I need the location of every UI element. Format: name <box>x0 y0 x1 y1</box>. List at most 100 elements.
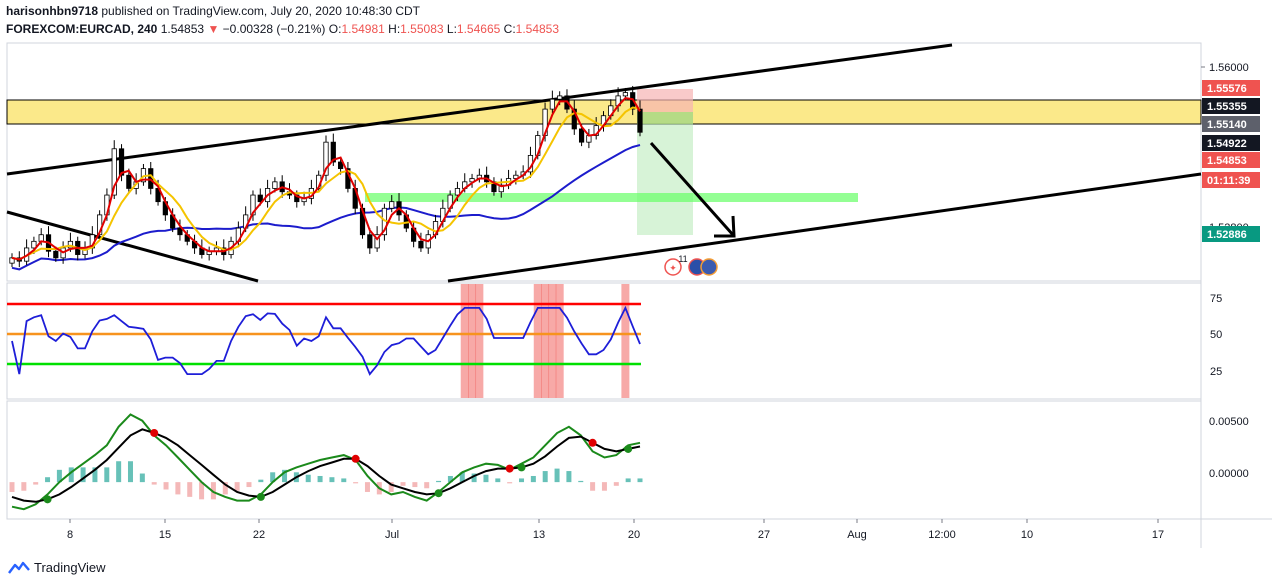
candle-body <box>323 141 329 176</box>
time-tick-label: 27 <box>758 529 770 541</box>
histogram-bar <box>305 474 311 483</box>
footer-brand[interactable]: TradingView <box>8 560 106 575</box>
macd-cross-dot <box>351 454 360 463</box>
upper-trendline[interactable] <box>6 43 953 176</box>
histogram-bar <box>104 467 110 483</box>
candle-body <box>622 92 628 97</box>
rsi-highlight-bar <box>460 284 469 398</box>
time-tick-label: 20 <box>628 529 640 541</box>
histogram-bar <box>9 482 15 492</box>
macd-tick-label: 0.00000 <box>1209 468 1249 480</box>
time-tick-label: 13 <box>533 529 545 541</box>
lower-trendline[interactable] <box>447 172 1202 283</box>
histogram-bar <box>222 482 228 495</box>
histogram-bar <box>234 482 240 491</box>
histogram-bar <box>637 478 643 483</box>
last-price: 1.54853 <box>160 22 205 36</box>
histogram-bar <box>33 482 39 485</box>
price-tag-label: 1.54853 <box>1207 155 1247 167</box>
canada-flag-icon[interactable] <box>664 258 682 276</box>
histogram-bar <box>625 478 631 483</box>
open-value: 1.54981 <box>341 22 385 36</box>
histogram-bar <box>329 477 335 483</box>
macd-axis[interactable]: 0.00500 0.00000 <box>1209 416 1249 480</box>
histogram-bar <box>317 475 323 483</box>
event-badges[interactable]: ✦ 11 <box>664 254 718 276</box>
price-tag-bg <box>1202 80 1260 96</box>
rsi-axis[interactable]: 75 50 25 <box>1210 293 1222 378</box>
macd-cross-dot <box>434 489 443 498</box>
histogram-bar <box>424 482 430 489</box>
low-value: 1.54665 <box>456 22 501 36</box>
candle-body <box>272 181 278 189</box>
publisher-line: harisonhbn9718 published on TradingView.… <box>6 4 420 18</box>
time-axis[interactable]: 8 15 22 Jul 13 20 27 Aug 12:00 10 17 <box>67 519 1164 541</box>
candle-body <box>338 161 344 170</box>
candle-body <box>557 95 563 100</box>
histogram-bar <box>400 482 406 486</box>
histogram-bar <box>601 482 607 491</box>
histogram-bar <box>436 480 442 483</box>
time-tick-label: 12:00 <box>928 529 956 541</box>
price-tag-bg <box>1202 152 1260 168</box>
falling-trendline[interactable] <box>6 210 259 283</box>
rsi-highlight-bar <box>541 284 550 398</box>
candle-body <box>571 108 577 130</box>
histogram-bar <box>116 461 122 483</box>
open-label: O: <box>328 22 342 36</box>
macd-path <box>11 413 641 511</box>
time-tick-label: 8 <box>67 529 73 541</box>
rsi-tick-label: 25 <box>1210 366 1222 378</box>
canada-flag-glyph: ✦ <box>669 263 677 273</box>
stop-loss-box[interactable] <box>637 89 693 112</box>
rsi-tick-label: 50 <box>1210 329 1222 341</box>
fast-ma-line <box>11 97 641 261</box>
histogram-bar <box>163 482 169 490</box>
macd-cross-dot <box>624 444 633 453</box>
price-tag-label: 1.55140 <box>1207 119 1247 131</box>
candle-body <box>578 128 585 143</box>
rsi-highlight-bar <box>621 284 630 398</box>
histogram-bar <box>68 467 74 483</box>
price-tags: 1.55576 1.55355 1.55140 1.54922 1.54853 01:11… <box>1202 80 1260 242</box>
candle-body <box>389 201 395 209</box>
histogram-bar <box>471 473 477 483</box>
histogram-bar <box>519 478 525 483</box>
candle-body <box>118 148 125 176</box>
symbol-name[interactable]: FOREXCOM:EURCAD, 240 <box>6 22 158 36</box>
histogram-bar <box>495 478 501 483</box>
rsi-highlight-bar <box>475 284 484 398</box>
support-zone[interactable] <box>365 193 858 202</box>
us-flag-icon[interactable] <box>700 258 718 276</box>
histogram-bar <box>554 468 560 483</box>
macd-pane[interactable] <box>6 400 1202 520</box>
candle-body <box>367 234 373 249</box>
projection-arrow[interactable] <box>649 142 736 237</box>
macd-cross-dot <box>43 495 52 504</box>
histogram-bar <box>92 467 98 483</box>
macd-cross-dot <box>588 438 597 447</box>
histogram-bar <box>199 482 205 500</box>
candle-body <box>111 148 117 196</box>
price-change: −0.00328 (−0.21%) <box>222 22 326 36</box>
macd-line <box>11 413 641 511</box>
signal-path <box>11 428 641 503</box>
histogram-bar <box>270 472 276 483</box>
histogram-bar <box>45 477 51 483</box>
take-profit-box[interactable] <box>637 112 693 235</box>
publisher-name[interactable]: harisonhbn9718 <box>6 4 99 18</box>
low-label: L: <box>446 22 457 36</box>
publisher-rest: published on TradingView.com, July 20, 2… <box>98 4 421 18</box>
rsi-pane[interactable] <box>6 282 1202 400</box>
histogram-bar <box>353 482 359 484</box>
fast-ma-path <box>11 97 641 261</box>
candle-body <box>177 227 183 236</box>
price-tag-bg <box>1202 172 1260 188</box>
macd-cross-dot <box>505 464 514 473</box>
high-label: H: <box>388 22 401 36</box>
time-tick-label: 10 <box>1021 529 1033 541</box>
candle-body <box>418 240 424 249</box>
macd-cross-dot <box>150 428 159 437</box>
candle-body <box>330 141 336 163</box>
